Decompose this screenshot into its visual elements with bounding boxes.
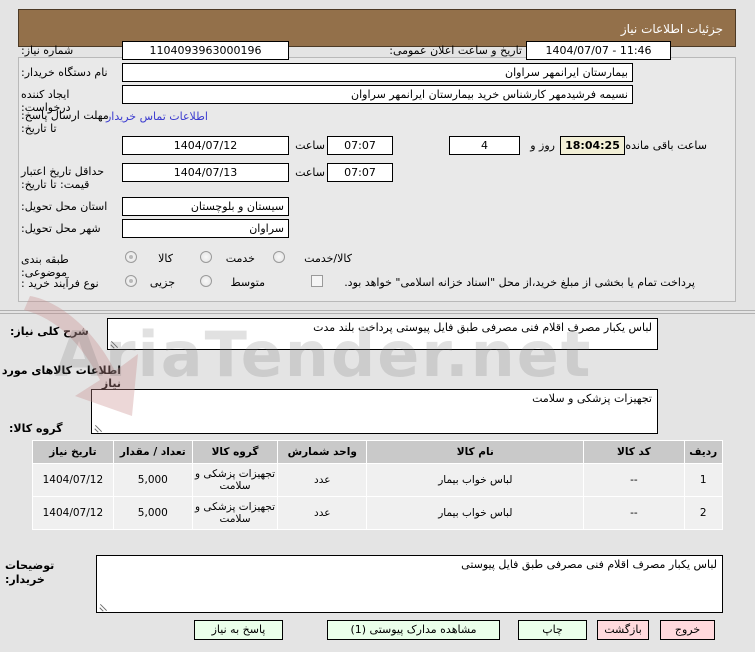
label-hour-2: ساعت (295, 166, 325, 179)
th-need-date: تاریخ نیاز (32, 440, 114, 464)
th-row-number: ردیف (683, 440, 723, 464)
field-response-deadline-time[interactable]: 07:07 (327, 136, 393, 155)
field-remaining-days: 4 (449, 136, 520, 155)
field-min-price-validity-date[interactable]: 1404/07/13 (122, 163, 289, 182)
cell-goods-code: -- (583, 463, 685, 497)
cell-row-number: 2 (683, 496, 723, 530)
divider-top (0, 310, 755, 311)
th-goods-name: نام کالا (366, 440, 585, 464)
label-response-deadline: مهلت ارسال پاسخ: تا تاریخ: (21, 109, 109, 135)
th-goods-group: گروه کالا (191, 440, 279, 464)
print-button[interactable]: چاپ (518, 620, 587, 640)
goods-table: ردیف کد کالا نام کالا واحد شمارش گروه کا… (32, 440, 723, 530)
cell-need-date: 1404/07/12 (32, 496, 114, 530)
th-unit: واحد شمارش (277, 440, 368, 464)
label-public-announce-datetime: تاریخ و ساعت اعلان عمومی: (389, 44, 522, 57)
radio-label-process-minor: جزیی (149, 276, 175, 289)
label-purchase-process-type: نوع فرآیند خرید : (21, 277, 99, 290)
radio-category-goods-service[interactable] (273, 251, 285, 263)
field-delivery-province[interactable]: سیستان و بلوچستان (122, 197, 289, 216)
label-buyer-notes: توضیحات خریدار: (5, 559, 55, 586)
label-need-description: شرح کلی نیاز: (10, 325, 89, 338)
cell-unit: عدد (277, 463, 368, 497)
radio-process-minor[interactable] (125, 275, 137, 287)
label-hour-1: ساعت (295, 139, 325, 152)
cell-goods-name: لباس خواب بیمار (366, 496, 585, 530)
checkbox-label-treasury-documents: پرداخت تمام یا بخشی از مبلغ خرید،از محل … (344, 276, 695, 289)
field-request-creator[interactable]: نسیمه فرشیدمهر کارشناس خرید بیمارستان ای… (122, 85, 633, 104)
th-quantity: تعداد / مقدار (112, 440, 193, 464)
cell-quantity: 5,000 (112, 496, 193, 530)
radio-category-goods[interactable] (125, 251, 137, 263)
th-goods-code: کد کالا (583, 440, 685, 464)
resize-handle-icon-2[interactable] (94, 423, 103, 432)
radio-label-process-medium: متوسط (230, 276, 265, 289)
need-description-text: لباس یکبار مصرف اقلام فنی مصرفی طبق فایل… (313, 321, 652, 334)
back-button[interactable]: بازگشت (597, 620, 649, 640)
table-row[interactable]: 1 -- لباس خواب بیمار عدد تجهیزات پزشکی و… (32, 463, 723, 497)
label-buyer-org: نام دستگاه خریدار: (21, 66, 108, 79)
divider-top-2 (0, 313, 755, 314)
field-need-description[interactable]: لباس یکبار مصرف اقلام فنی مصرفی طبق فایل… (107, 318, 658, 350)
checkbox-treasury-documents[interactable] (311, 275, 323, 287)
field-remaining-time: 18:04:25 (560, 136, 625, 155)
field-delivery-city[interactable]: سراوان (122, 219, 289, 238)
goods-group-text: تجهیزات پزشکی و سلامت (532, 392, 652, 405)
resize-handle-icon[interactable] (110, 339, 119, 348)
buyer-notes-text: لباس یکبار مصرف اقلام فنی مصرفی طبق فایل… (461, 558, 717, 571)
exit-button[interactable]: خروج (660, 620, 715, 640)
cell-goods-code: -- (583, 496, 685, 530)
field-need-number[interactable]: 1104093963000196 (122, 41, 289, 60)
label-min-price-validity: حداقل تاریخ اعتبار قیمت: تا تاریخ: (21, 165, 105, 191)
table-header-row: ردیف کد کالا نام کالا واحد شمارش گروه کا… (32, 440, 723, 464)
field-public-announce-datetime[interactable]: 11:46 - 1404/07/07 (526, 41, 671, 60)
field-min-price-validity-time[interactable]: 07:07 (327, 163, 393, 182)
label-need-number: شماره نیاز: (21, 44, 74, 57)
radio-label-category-service: خدمت (225, 252, 255, 265)
cell-unit: عدد (277, 496, 368, 530)
field-buyer-notes[interactable]: لباس یکبار مصرف اقلام فنی مصرفی طبق فایل… (96, 555, 723, 613)
resize-handle-icon-3[interactable] (99, 602, 108, 611)
radio-process-medium[interactable] (200, 275, 212, 287)
cell-goods-group: تجهیزات پزشکی و سلامت (191, 463, 279, 497)
label-days-and: روز و (530, 139, 555, 152)
table-row[interactable]: 2 -- لباس خواب بیمار عدد تجهیزات پزشکی و… (32, 496, 723, 530)
cell-quantity: 5,000 (112, 463, 193, 497)
cell-row-number: 1 (683, 463, 723, 497)
field-response-deadline-date[interactable]: 1404/07/12 (122, 136, 289, 155)
radio-category-service[interactable] (200, 251, 212, 263)
page-title: جزئیات اطلاعات نیاز (620, 22, 723, 36)
heading-goods-section: اطلاعات کالاهای مورد نیاز (1, 364, 121, 390)
cell-goods-group: تجهیزات پزشکی و سلامت (191, 496, 279, 530)
field-buyer-org[interactable]: بیمارستان ایرانمهر سراوان (122, 63, 633, 82)
label-delivery-city: شهر محل تحویل: (21, 222, 101, 235)
label-delivery-province: استان محل تحویل: (21, 200, 108, 213)
label-request-creator: ایجاد کننده درخواست: (21, 88, 71, 114)
field-goods-group[interactable]: تجهیزات پزشکی و سلامت (91, 389, 658, 434)
view-attachments-button[interactable]: مشاهده مدارک پیوستی (1) (327, 620, 500, 640)
label-subject-category: طبقه بندی موضوعی: (21, 253, 69, 279)
buyer-contact-link[interactable]: اطلاعات تماس خریدار (106, 110, 208, 123)
radio-label-category-goods: کالا (158, 252, 173, 265)
label-goods-group: گروه کالا: (9, 422, 63, 435)
label-remaining-suffix: ساعت باقی مانده (625, 139, 707, 152)
window-titlebar: جزئیات اطلاعات نیاز (18, 9, 736, 47)
radio-label-category-goods-service: کالا/خدمت (304, 252, 352, 265)
respond-to-need-button[interactable]: پاسخ به نیاز (194, 620, 283, 640)
cell-goods-name: لباس خواب بیمار (366, 463, 585, 497)
cell-need-date: 1404/07/12 (32, 463, 114, 497)
